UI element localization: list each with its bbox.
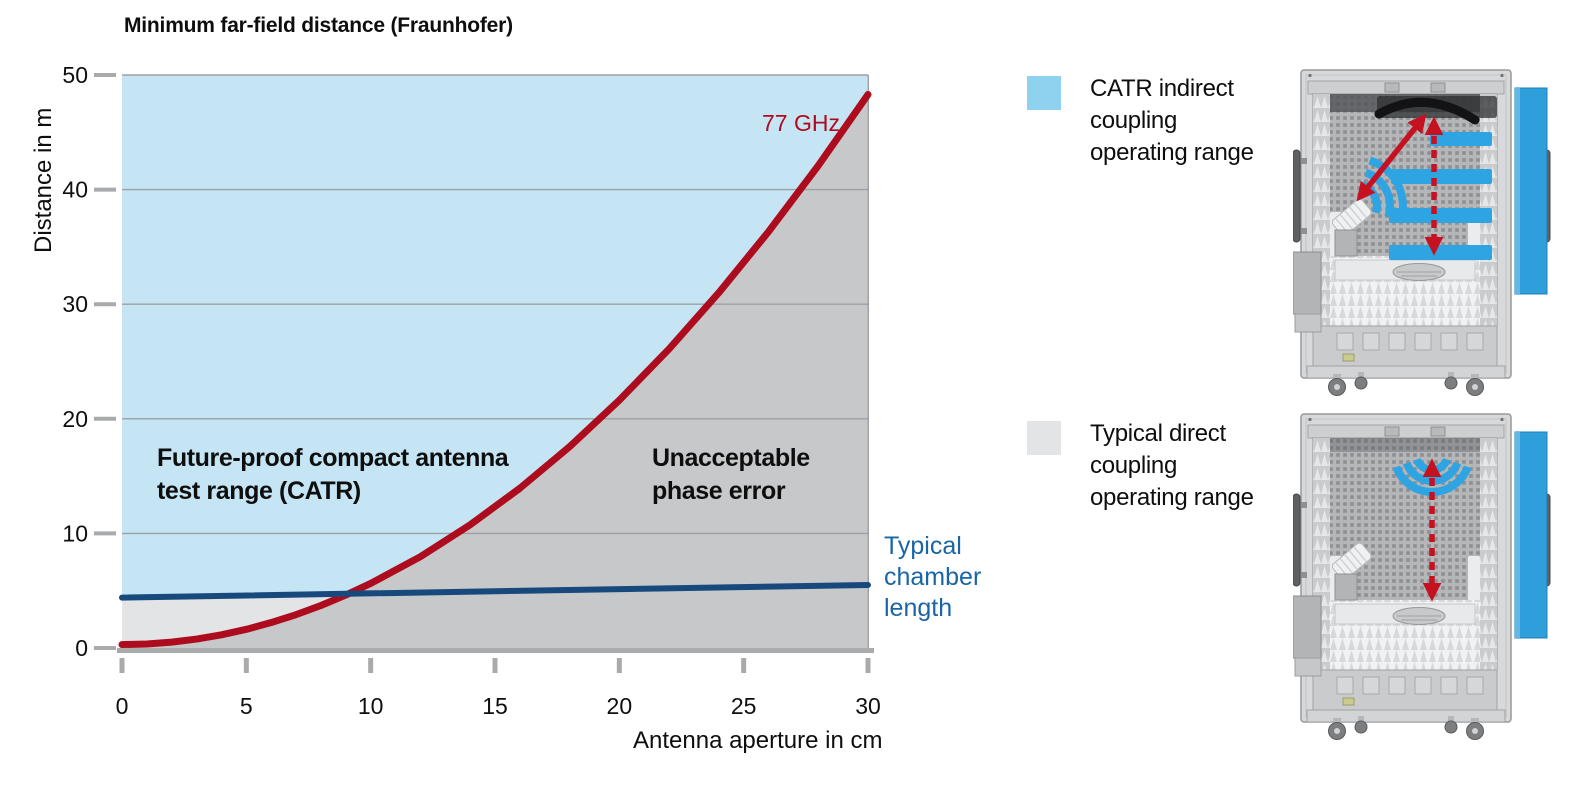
- latch: [1430, 82, 1446, 93]
- far-field-curve: [118, 90, 872, 649]
- door-panel: [1514, 87, 1548, 295]
- legend-swatch-catr: [1027, 76, 1061, 110]
- chamber-line-label: Typical chamber length: [884, 532, 982, 622]
- tick-labels: 0 5 10 15 20 25 30 0 10 20 30 40 50: [62, 62, 880, 719]
- handle-left: [1293, 493, 1307, 587]
- chamber-illustration-direct-coupling: [1293, 413, 1551, 740]
- top-rail: [1307, 80, 1505, 95]
- tick-marks: [94, 73, 871, 673]
- x-tick-label: 15: [482, 693, 508, 719]
- latch: [1384, 426, 1400, 437]
- top-rail: [1307, 424, 1505, 439]
- legend-label-catr: CATR indirect coupling operating range: [1090, 75, 1254, 166]
- y-tick-label: 10: [62, 520, 88, 546]
- gridlines: [122, 74, 868, 535]
- chart-fills: [122, 75, 868, 649]
- x-tick-label: 30: [855, 693, 881, 719]
- equipment-box: [1293, 595, 1322, 677]
- far-field-chart: 0 5 10 15 20 25 30 0 10 20 30 40 50: [62, 62, 880, 719]
- y-tick-label: 40: [62, 177, 88, 203]
- x-tick-label: 20: [607, 693, 633, 719]
- y-tick-label: 20: [62, 406, 88, 432]
- x-tick-label: 0: [116, 693, 129, 719]
- casters: [1328, 716, 1484, 740]
- feed-bracket: [1334, 229, 1358, 257]
- latch: [1384, 82, 1400, 93]
- door-panel: [1514, 431, 1548, 639]
- curve-label-77ghz: 77 GHz: [762, 110, 840, 136]
- connector-panel: [1312, 669, 1498, 711]
- feed-to-reflector-arrow: [1356, 113, 1427, 202]
- side-absorber-right: [1480, 438, 1497, 670]
- region-label-phase-error: Unacceptable phase error: [652, 444, 810, 505]
- chart-title: Minimum far-field distance (Fraunhofer): [124, 14, 513, 37]
- y-tick-label: 30: [62, 291, 88, 317]
- handle-left: [1293, 149, 1307, 243]
- x-tick-label: 25: [731, 693, 757, 719]
- x-tick-label: 5: [240, 693, 253, 719]
- legend-swatch-direct: [1027, 421, 1061, 455]
- connector-panel: [1312, 325, 1498, 367]
- y-tick-label: 0: [75, 635, 88, 661]
- top-shadow: [1313, 438, 1497, 452]
- casters: [1328, 372, 1484, 396]
- feed-bracket: [1334, 573, 1358, 601]
- region-label-catr: Future-proof compact antenna test range …: [157, 444, 509, 505]
- chamber-illustration-catr-indirect: [1293, 69, 1551, 396]
- legend-label-direct: Typical direct coupling operating range: [1090, 420, 1254, 511]
- y-axis-label: Distance in m: [30, 107, 57, 253]
- y-tick-label: 50: [62, 62, 88, 88]
- x-axis-label: Antenna aperture in cm: [633, 727, 883, 754]
- x-tick-label: 10: [358, 693, 384, 719]
- equipment-box: [1293, 251, 1322, 333]
- chamber-length-line: [119, 581, 871, 601]
- phase-error-region-fill: [122, 94, 868, 649]
- latch: [1430, 426, 1446, 437]
- catr-reflector: [1374, 97, 1480, 125]
